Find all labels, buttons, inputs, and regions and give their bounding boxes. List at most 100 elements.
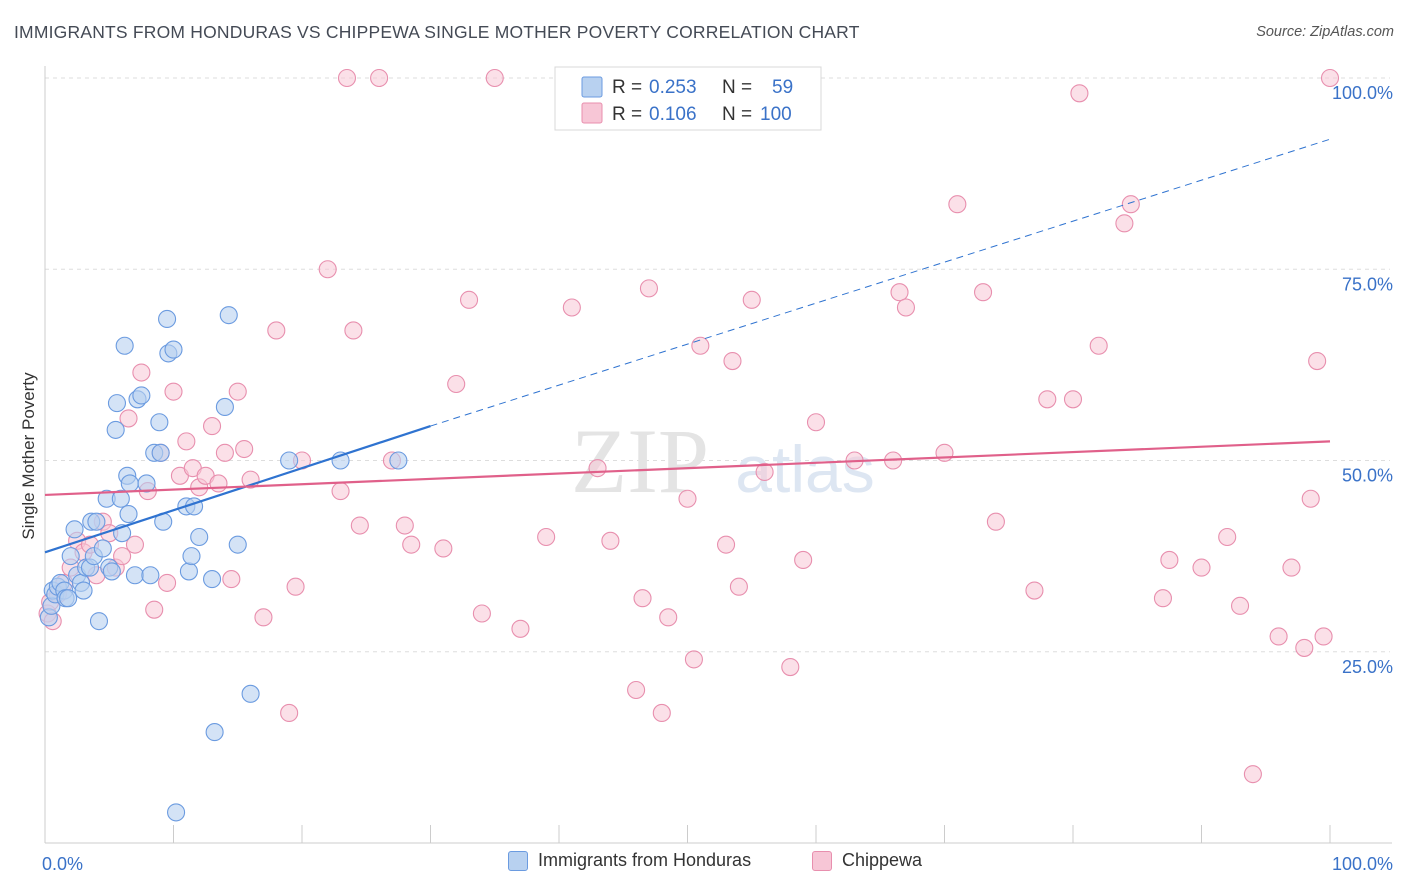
honduras-point [228, 535, 247, 554]
chart-source: Source: ZipAtlas.com [1256, 24, 1394, 40]
chippewa-point [235, 439, 254, 459]
y-tick-label: 25.0% [1342, 657, 1393, 677]
chippewa-point [627, 680, 646, 700]
chippewa-point [1063, 390, 1083, 409]
legend-r-label-honduras: R = [612, 77, 642, 98]
chippewa-point [447, 374, 466, 394]
honduras-point [182, 547, 201, 566]
chippewa-point [691, 336, 710, 355]
chippewa-point [472, 604, 491, 623]
chippewa-point [935, 443, 954, 462]
legend-n-label-chippewa: N = [722, 104, 752, 125]
honduras-point [164, 340, 183, 359]
chippewa-point [395, 516, 414, 535]
y-axis-label: Single Mother Poverty [19, 372, 38, 540]
legend-item-honduras[interactable]: Immigrants from Honduras [508, 850, 751, 871]
legend-swatch-chippewa [581, 102, 603, 124]
honduras-point [215, 397, 234, 417]
chippewa-point [132, 363, 151, 382]
chippewa-trend-line [44, 440, 1331, 497]
chippewa-point [588, 459, 607, 478]
legend-r-label-chippewa: R = [612, 104, 642, 125]
chart-title: IMMIGRANTS FROM HONDURAS VS CHIPPEWA SIN… [14, 22, 860, 42]
honduras-point [106, 420, 125, 439]
legend-label-chippewa: Chippewa [842, 850, 923, 870]
chippewa-point [164, 382, 183, 401]
honduras-point [59, 589, 78, 608]
chippewa-point [723, 351, 742, 371]
chippewa-point [1153, 589, 1172, 608]
legend-label-honduras: Immigrants from Honduras [538, 850, 752, 870]
honduras-point [219, 306, 238, 325]
chippewa-point [678, 489, 697, 508]
chippewa-point [1115, 214, 1134, 233]
honduras-point [74, 581, 93, 600]
chippewa-point [113, 547, 132, 566]
chippewa-point [267, 321, 286, 340]
honduras-point [241, 684, 260, 703]
honduras-point [119, 504, 138, 524]
series-legend: Immigrants from Honduras Chippewa [0, 850, 1406, 880]
chippewa-point [896, 298, 916, 317]
honduras-point [190, 527, 209, 547]
chippewa-point [1320, 68, 1340, 88]
honduras-point [120, 474, 139, 493]
x-tick-label: 0.0% [42, 854, 83, 874]
honduras-point [65, 520, 84, 539]
chippewa-point [684, 650, 703, 669]
honduras-point [280, 451, 299, 470]
chippewa-point [254, 608, 273, 627]
chippewa-point [511, 619, 530, 638]
chippewa-point [742, 290, 761, 309]
honduras-point [102, 562, 121, 581]
chippewa-point [639, 279, 659, 298]
chippewa-point [1243, 765, 1262, 784]
chippewa-point [1301, 489, 1320, 508]
chippewa-point [402, 535, 421, 554]
chippewa-point [350, 516, 369, 535]
chippewa-point [601, 531, 620, 550]
chippewa-point [125, 535, 144, 554]
chippewa-point [1160, 550, 1179, 570]
chippewa-point [1282, 558, 1301, 577]
honduras-trend-extension [430, 138, 1331, 427]
honduras-point [125, 566, 144, 585]
honduras-point [151, 443, 170, 462]
honduras-point [87, 512, 106, 531]
honduras-point [61, 547, 80, 566]
chippewa-point [370, 68, 389, 88]
chippewa-point [286, 577, 305, 596]
legend-swatch-honduras-bottom [508, 850, 528, 871]
chippewa-point [781, 657, 800, 677]
chippewa-point [1314, 627, 1333, 646]
chippewa-point [562, 298, 581, 317]
y-tick-label: 50.0% [1342, 466, 1393, 486]
chippewa-point [973, 283, 993, 302]
series-honduras-points [39, 306, 408, 822]
chippewa-point [755, 462, 774, 482]
x-tick-labels: 0.0% 100.0% [42, 854, 1393, 874]
chippewa-point [337, 68, 357, 88]
legend-n-value-honduras: 59 [772, 77, 793, 98]
chippewa-point [1121, 195, 1140, 214]
honduras-point [179, 562, 198, 581]
chippewa-point [459, 290, 479, 309]
chippewa-point [1070, 84, 1089, 103]
chippewa-point [986, 512, 1005, 531]
chippewa-point [1231, 596, 1250, 615]
chippewa-point [331, 482, 350, 501]
watermark: ZIP atlas [571, 410, 875, 512]
y-tick-label: 100.0% [1332, 83, 1393, 103]
chippewa-point [659, 608, 678, 627]
chippewa-point [344, 321, 363, 340]
honduras-point [137, 474, 156, 493]
chippewa-point [806, 413, 826, 432]
honduras-point [111, 489, 130, 508]
honduras-point [89, 612, 109, 631]
chippewa-point [1192, 558, 1211, 577]
honduras-point [167, 803, 186, 822]
legend-item-chippewa[interactable]: Chippewa [812, 850, 922, 871]
chippewa-point [434, 539, 453, 558]
honduras-point [141, 566, 160, 585]
